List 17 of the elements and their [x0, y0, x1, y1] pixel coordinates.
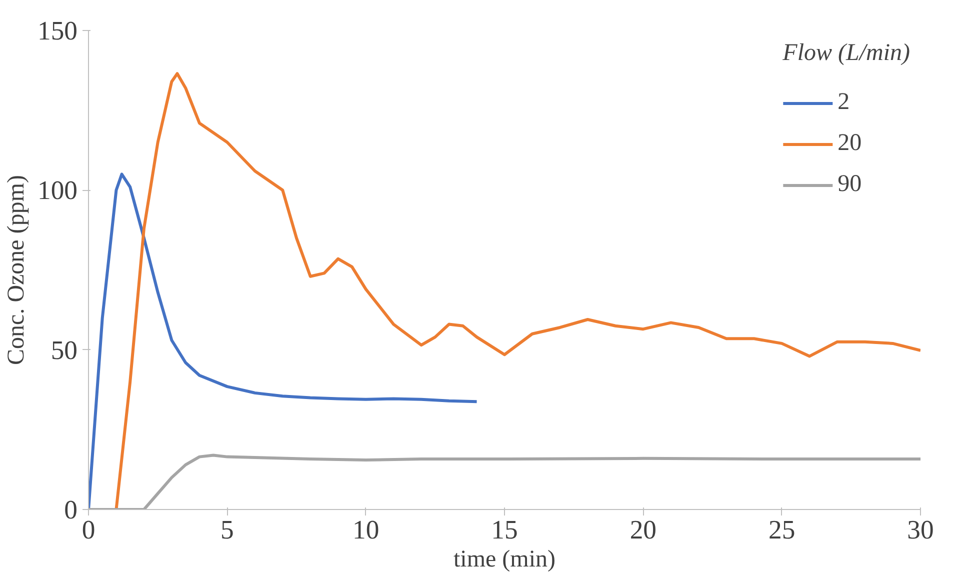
legend-label: 20	[838, 130, 862, 157]
legend-label: 90	[838, 171, 862, 198]
x-tick-label: 25	[768, 514, 796, 544]
x-tick-label: 30	[907, 514, 934, 544]
legend-title: Flow (L/min)	[782, 40, 910, 67]
legend-label: 2	[838, 89, 851, 116]
line-series	[88, 172, 478, 510]
x-tick-label: 5	[220, 514, 234, 544]
x-tick-label: 20	[630, 514, 656, 544]
y-tick-label: 50	[50, 334, 78, 365]
x-tick-label: 15	[491, 514, 518, 544]
x-tick-label: 10	[352, 514, 380, 544]
y-tick-label: 0	[64, 494, 78, 524]
y-axis-title: Conc. Ozone (ppm)	[4, 175, 30, 365]
y-tick-label: 150	[38, 16, 78, 46]
x-axis-title: time (min)	[454, 546, 556, 572]
y-tick-label: 100	[38, 175, 78, 206]
